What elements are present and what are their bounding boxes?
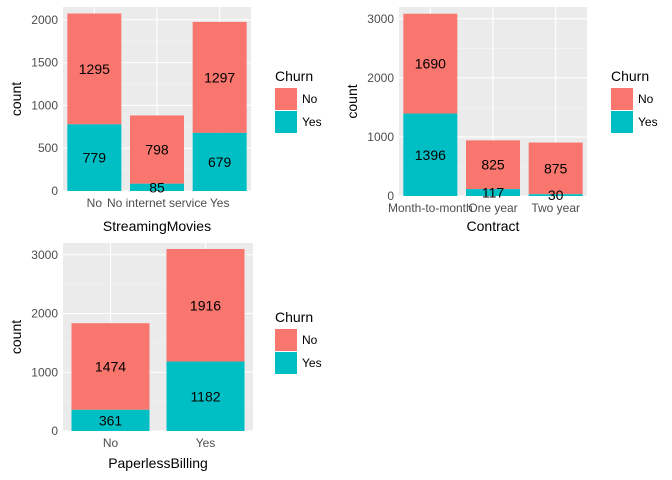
bar-yes-segment — [403, 113, 458, 196]
x-tick-label: Yes — [210, 196, 230, 210]
data-label-no: 1297 — [204, 69, 235, 85]
bar-no-segment — [67, 13, 122, 125]
bar-no-segment — [71, 323, 150, 410]
y-axis-title: count — [8, 82, 24, 116]
legend: Churn No Yes — [275, 309, 322, 374]
x-tick-label: No internet service — [107, 196, 207, 210]
legend-label-yes: Yes — [638, 115, 658, 129]
bar-no-segment — [528, 142, 583, 195]
data-label-no: 1690 — [415, 56, 446, 72]
bar-no-segment — [403, 13, 458, 114]
y-tick-label: 1000 — [31, 98, 58, 112]
y-tick-label: 2000 — [31, 307, 58, 321]
legend-key-yes — [275, 111, 297, 133]
bar-yes-segment — [166, 361, 245, 431]
x-axis-title: Contract — [467, 218, 520, 234]
data-label-yes: 30 — [548, 187, 564, 203]
bar-no-segment — [192, 21, 247, 133]
y-tick-label: 3000 — [367, 12, 394, 26]
bar-yes-segment — [130, 183, 184, 191]
bar-yes-segment — [192, 132, 247, 191]
y-tick-label: 0 — [387, 189, 394, 203]
data-label-no: 1916 — [190, 297, 221, 313]
x-axis-title: PaperlessBilling — [108, 455, 208, 471]
y-tick-label: 0 — [51, 184, 58, 198]
data-label-yes: 117 — [482, 185, 505, 201]
chart-panel-2: 0 1000 2000 3000 1690 1396 Month-to-month 825 11… — [344, 7, 658, 234]
legend-label-yes: Yes — [302, 115, 322, 129]
x-tick-label: Month-to-month — [388, 201, 473, 215]
bar-yes-segment — [466, 189, 520, 196]
legend-key-yes — [611, 111, 633, 133]
data-label-yes: 779 — [83, 150, 107, 166]
data-label-yes: 679 — [208, 154, 232, 170]
bar-no-segment — [166, 248, 245, 362]
legend-label-yes: Yes — [302, 356, 322, 370]
data-label-yes: 1396 — [415, 147, 446, 163]
data-label-yes: 1182 — [190, 388, 220, 404]
legend-key-no — [275, 88, 297, 110]
y-tick-label: 3000 — [31, 248, 58, 262]
legend-label-no: No — [302, 333, 318, 347]
legend-key-yes — [275, 352, 297, 374]
bar-yes-segment — [528, 194, 583, 196]
legend-title: Churn — [611, 68, 649, 84]
data-label-no: 1474 — [95, 358, 126, 374]
bar-no-segment — [466, 140, 520, 190]
x-tick-label: No — [103, 436, 119, 450]
data-label-no: 1295 — [79, 61, 110, 77]
bar-yes-segment — [71, 409, 150, 431]
chart-panel-3: 0 1000 2000 3000 1474 361 No 1916 1182 Yes Paperle… — [8, 243, 322, 471]
data-label-yes: 85 — [149, 179, 165, 195]
legend-label-no: No — [638, 92, 654, 106]
y-tick-label: 0 — [51, 424, 58, 438]
legend-title: Churn — [275, 68, 313, 84]
y-tick-label: 1500 — [31, 56, 58, 70]
y-axis-title: count — [8, 320, 24, 354]
y-tick-label: 2000 — [31, 13, 58, 27]
x-axis-title: StreamingMovies — [103, 218, 211, 234]
legend-key-no — [275, 329, 297, 351]
data-label-no: 825 — [481, 157, 505, 173]
data-label-no: 875 — [544, 160, 568, 176]
x-tick-label: One year — [468, 201, 517, 215]
data-label-no: 798 — [145, 142, 169, 158]
legend: Churn No Yes — [611, 68, 658, 133]
x-tick-label: No — [87, 196, 103, 210]
legend-title: Churn — [275, 309, 313, 325]
bar-no-segment — [130, 115, 184, 184]
y-tick-label: 500 — [38, 141, 58, 155]
data-label-yes: 361 — [99, 412, 123, 428]
x-tick-label: Yes — [196, 436, 216, 450]
bar-yes-segment — [67, 124, 122, 191]
legend-label-no: No — [302, 92, 318, 106]
y-axis-title: count — [344, 84, 360, 118]
x-tick-label: Two year — [531, 201, 580, 215]
y-tick-label: 1000 — [367, 130, 394, 144]
legend: Churn No Yes — [275, 68, 322, 133]
legend-key-no — [611, 88, 633, 110]
y-tick-label: 2000 — [367, 71, 394, 85]
y-tick-label: 1000 — [31, 365, 58, 379]
